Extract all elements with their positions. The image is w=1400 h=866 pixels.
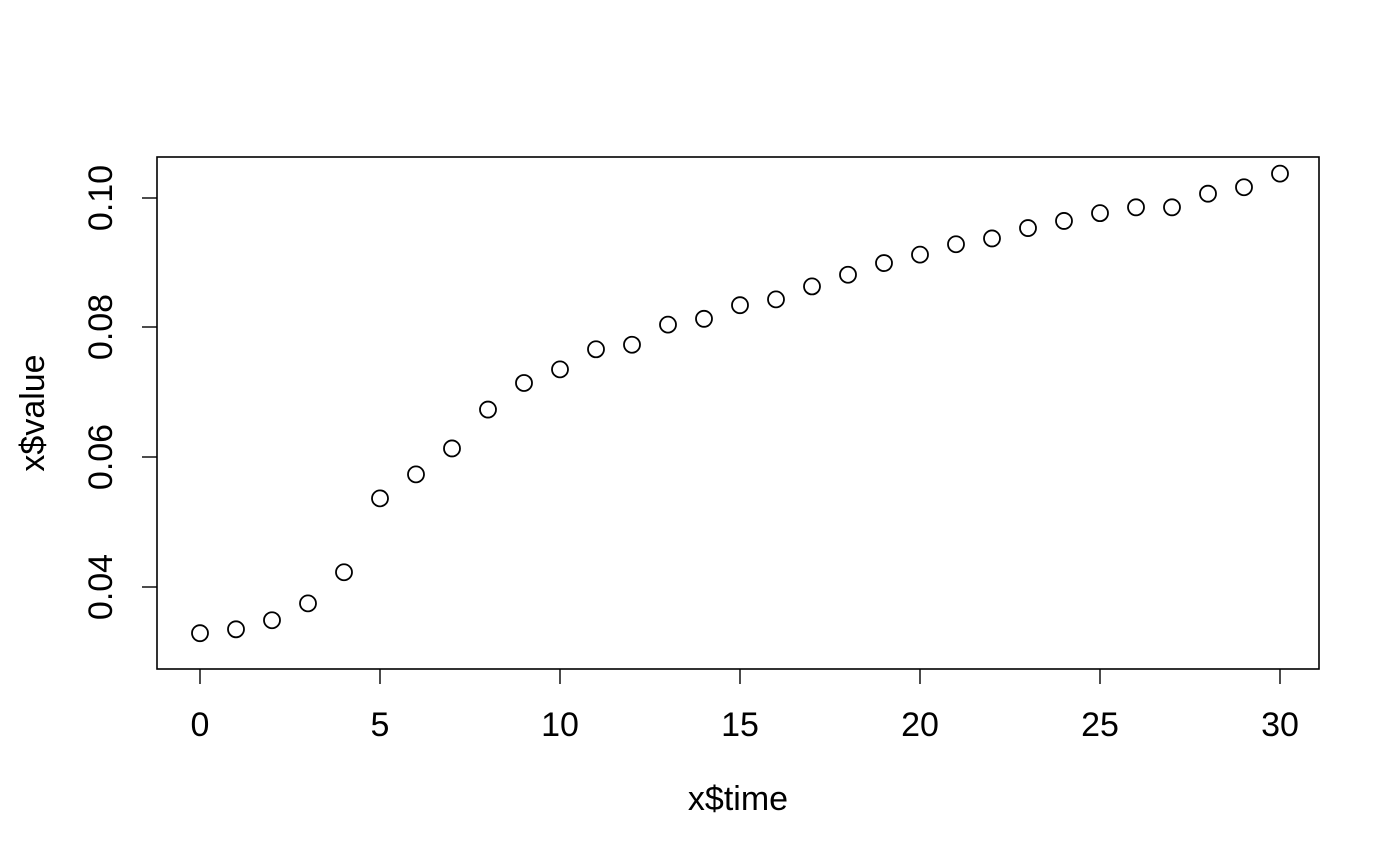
svg-text:x$value: x$value: [14, 354, 52, 471]
svg-text:20: 20: [901, 706, 939, 744]
svg-text:5: 5: [371, 706, 390, 744]
svg-text:0.10: 0.10: [82, 165, 120, 231]
svg-text:25: 25: [1081, 706, 1119, 744]
svg-text:0.06: 0.06: [82, 424, 120, 490]
svg-text:10: 10: [541, 706, 579, 744]
svg-text:0.04: 0.04: [82, 554, 120, 620]
svg-text:15: 15: [721, 706, 759, 744]
svg-text:x$time: x$time: [688, 780, 788, 818]
svg-text:30: 30: [1261, 706, 1299, 744]
svg-text:0: 0: [191, 706, 210, 744]
svg-text:0.08: 0.08: [82, 294, 120, 360]
